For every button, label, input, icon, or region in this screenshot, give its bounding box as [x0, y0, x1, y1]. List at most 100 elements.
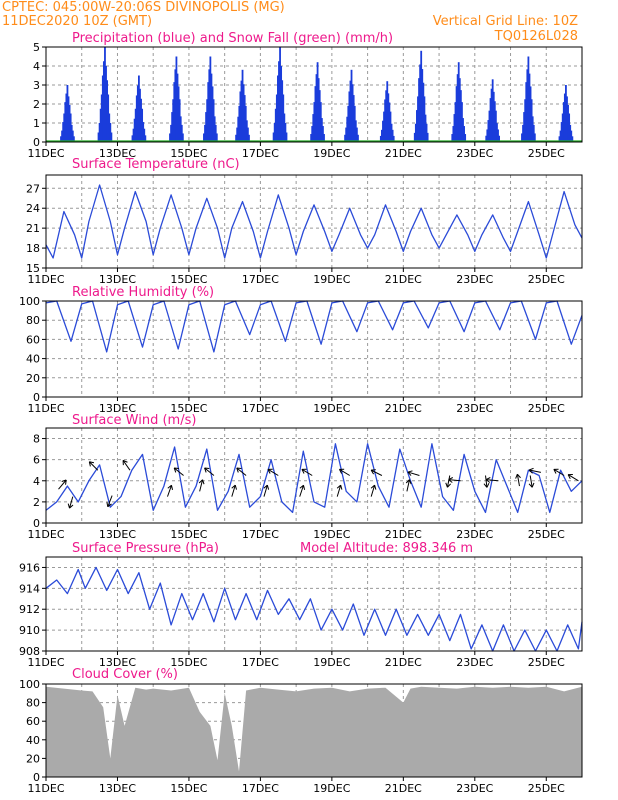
x-tick-label: 21DEC [385, 273, 422, 286]
precip-bar [462, 118, 464, 142]
precip-bar [278, 61, 280, 142]
run-date: 11DEC2020 10Z (GMT) [2, 14, 152, 29]
wind-arrow-head [69, 504, 74, 509]
wind-arrow [263, 484, 270, 497]
wind-arrow-head [528, 467, 534, 471]
precip-bar [348, 91, 351, 142]
precip-bar [532, 124, 535, 142]
wind-arrow-head [67, 503, 70, 509]
precip-bar [380, 129, 383, 142]
y-axis: 15 18 21 24 27 [26, 182, 46, 275]
y-tick-label: 2 [33, 496, 40, 509]
precip-bar [355, 127, 358, 142]
precip-bar [497, 129, 499, 142]
precip-bar [237, 116, 240, 142]
precip-bar [387, 93, 390, 142]
precip-bar [391, 129, 394, 142]
precip-bar [67, 96, 70, 142]
precip-bar [452, 126, 455, 142]
x-tick-label: 23DEC [456, 273, 493, 286]
wind-arrow-head [299, 484, 304, 489]
x-tick-label: 13DEC [99, 273, 136, 286]
y-tick-label: 40 [26, 353, 40, 366]
wind-arrow-shaft [236, 467, 247, 476]
precip-bar [570, 130, 573, 142]
wind-arrow-shaft [301, 468, 313, 476]
precip-bar [345, 127, 348, 142]
precip-bar [385, 90, 388, 142]
wind-arrow-head [61, 479, 67, 482]
x-tick-label: 21DEC [385, 656, 422, 669]
wind-arrow-shaft [173, 467, 184, 476]
x-tick-label: 17DEC [242, 782, 279, 795]
x-tick-label: 15DEC [170, 273, 207, 286]
y-tick-label: 916 [19, 561, 40, 574]
wind-arrow [485, 477, 499, 483]
precip-bar [528, 73, 531, 142]
x-tick-label: 17DEC [242, 147, 279, 160]
wind-arrow-shaft [446, 475, 451, 488]
wind-arrow-head [301, 469, 305, 474]
precip-bar [423, 96, 426, 142]
x-tick-label: 17DEC [242, 656, 279, 669]
y-tick-label: 8 [33, 433, 40, 446]
x-tick-label: 11DEC [27, 782, 64, 795]
precip-bar [215, 133, 218, 142]
precip-bar [62, 122, 65, 142]
precip-bar [344, 134, 346, 142]
precip-bar [235, 134, 238, 142]
precip-bar [354, 120, 357, 142]
wind-arrow-head [528, 483, 533, 488]
precip-bar [453, 114, 456, 142]
precip-bar [66, 85, 69, 142]
precip-bar [109, 123, 112, 142]
wind-arrow-shaft [370, 484, 376, 497]
precip-bar [283, 113, 286, 142]
precip-bar [388, 102, 391, 142]
precip-bar [206, 99, 209, 142]
series-line [45, 184, 583, 259]
x-tick-label: 19DEC [313, 528, 350, 541]
precip-bar [413, 132, 416, 142]
wind-arrow [198, 479, 205, 492]
precip-bar [142, 122, 145, 142]
wind-arrow-head [303, 485, 306, 490]
wind-arrow-shaft [406, 479, 410, 492]
precip-bar [491, 79, 494, 142]
precip-bar [346, 116, 349, 142]
y-tick-label: 15 [26, 262, 40, 275]
precip-bar [461, 102, 463, 142]
precip-bar [451, 134, 454, 142]
precip-bar [180, 124, 183, 142]
wind-arrow-head [553, 469, 557, 474]
precip-bar [389, 111, 392, 142]
x-tick-label: 15DEC [170, 402, 207, 415]
wind-arrow [301, 468, 313, 476]
precip-bar [524, 99, 527, 142]
precip-bar [99, 108, 102, 142]
x-tick-label: 11DEC [27, 273, 64, 286]
wind-arrow-shaft [167, 485, 172, 497]
precip-bar [463, 126, 465, 142]
wind-arrow-head [448, 479, 453, 483]
plot-area [46, 175, 582, 268]
y-axis: 0 2 4 6 8 [33, 433, 46, 530]
precip-bar [392, 135, 395, 142]
wind-arrow-head [447, 483, 452, 488]
precip-bar [133, 118, 136, 142]
precip-bar [456, 74, 459, 142]
precip-bar [204, 124, 206, 142]
wind-arrow-head [531, 482, 535, 488]
precip-bar [312, 114, 315, 142]
x-tick-label: 13DEC [99, 528, 136, 541]
precip-bar [496, 123, 498, 142]
wind-arrow [515, 473, 521, 487]
wind-arrow [370, 469, 383, 476]
x-tick-label: 13DEC [99, 402, 136, 415]
x-tick-label: 25DEC [528, 147, 565, 160]
precip-bar [559, 130, 562, 142]
precip-bar [280, 66, 283, 142]
wind-arrow-head [340, 484, 343, 490]
y-tick-label: 0 [33, 136, 40, 149]
